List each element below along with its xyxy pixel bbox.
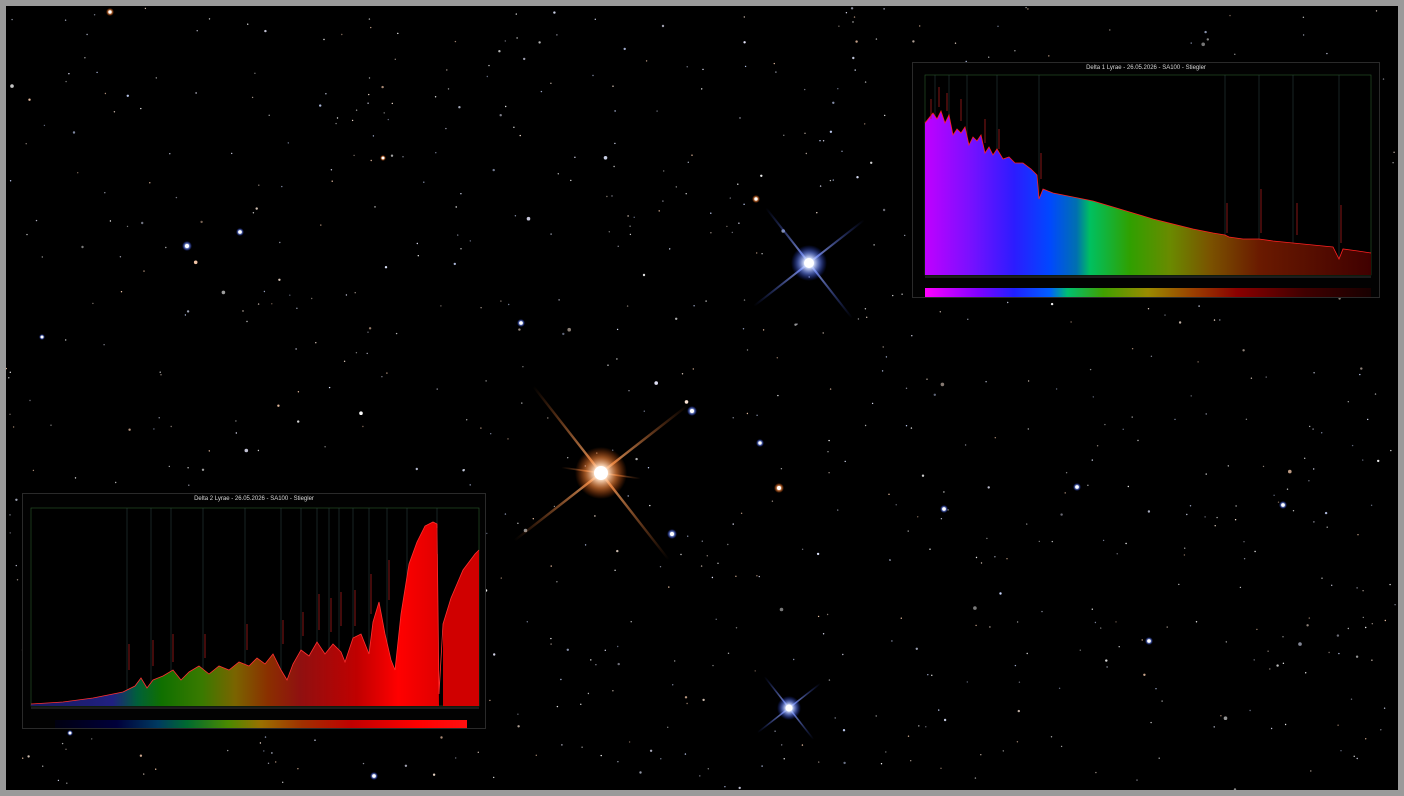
delta-2-lyrae-star [513,385,689,561]
delta-1-lyrae-star [753,207,865,319]
bright-blue-star [756,675,822,741]
delta-2-spectrum-title: Delta 2 Lyrae - 26.05.2026 - SA100 - Sti… [194,496,314,502]
delta-2-spectrum-inset: Delta 2 Lyrae - 26.05.2026 - SA100 - Sti… [22,493,486,729]
delta-1-spectrum-title: Delta 1 Lyrae - 26.05.2026 - SA100 - Sti… [1086,65,1206,71]
delta-1-spectrum-inset: Delta 1 Lyrae - 26.05.2026 - SA100 - Sti… [912,62,1380,298]
delta-1-spectrum-plot [924,74,1372,297]
delta-2-spectrum-plot [30,507,480,728]
medium-stars [39,8,1287,780]
